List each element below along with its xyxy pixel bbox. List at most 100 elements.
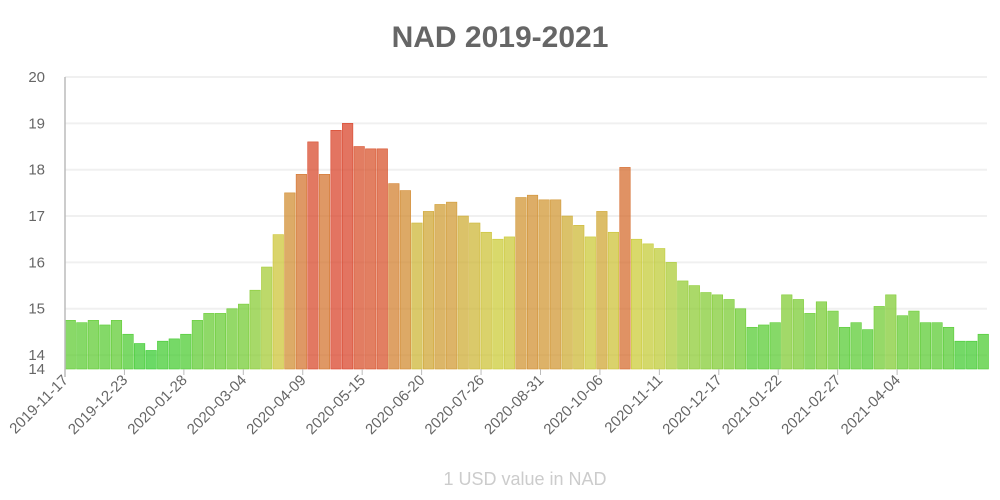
bar [735,308,747,370]
bar [76,322,88,370]
x-tick-label: 2020-06-20 [362,372,428,438]
bar [642,243,654,370]
y-tick-label: 20 [28,69,45,86]
bar [272,234,284,370]
bar [480,231,492,370]
x-tick-label: 2020-07-26 [422,372,488,438]
bar [584,236,596,370]
bar [769,322,781,370]
x-tick-label: 2021-04-04 [838,372,904,438]
x-tick-label: 2020-01-28 [124,372,190,438]
bar [422,211,435,370]
bar [931,322,943,370]
bar [919,322,932,370]
bar [885,294,897,370]
x-axis-label: 1 USD value in NAD [443,469,606,489]
bar [261,266,273,370]
bar [781,294,793,370]
bar [954,340,966,370]
bar [908,310,920,370]
bar [342,123,354,370]
bar [723,299,735,370]
y-tick-label: 18 [28,162,45,179]
y-tick-label: 14 [28,361,45,378]
bar [99,324,111,370]
bar [827,310,839,370]
bar [180,333,192,370]
bar [700,292,712,370]
bar [134,343,146,370]
bar [526,194,539,370]
bar [365,148,377,370]
x-tick-label: 2020-10-06 [540,372,606,438]
bar [896,315,908,370]
bar [654,248,666,370]
bar [943,326,955,370]
bar [561,215,573,370]
bar [214,313,227,370]
bar [850,322,862,370]
bar [515,197,527,370]
bar [503,236,515,370]
bar [977,333,989,370]
bar [630,238,643,370]
bar [677,280,689,370]
y-tick-label: 15 [28,301,45,318]
bar [284,192,296,370]
bar [550,199,562,370]
x-tick-label: 2020-03-04 [184,372,250,438]
bar [469,222,481,370]
bar [538,199,550,370]
bar [492,238,504,370]
bar [191,320,203,370]
bar [330,130,342,370]
bar [238,303,250,370]
x-tick-label: 2021-02-27 [778,372,844,438]
bar [122,333,134,370]
x-tick-label: 2020-11-11 [601,372,666,437]
bar [815,301,828,370]
bar [619,167,631,370]
bar [226,308,238,370]
bar [665,262,677,370]
bar [399,190,411,370]
bar [307,141,319,370]
bar [157,340,169,370]
bar [862,329,874,370]
bar [411,222,423,370]
bar [711,294,723,370]
x-tick-label: 2020-05-15 [303,372,369,438]
x-tick-label: 2021-01-22 [719,372,785,438]
x-tick-label: 2019-12-23 [65,372,131,438]
bar [388,183,400,370]
bar [64,320,76,370]
y-tick-label: 14 [28,347,45,364]
x-tick-label: 2019-11-17 [6,372,71,437]
bar [758,324,770,370]
chart-title: NAD 2019-2021 [392,21,609,54]
bar [966,340,978,370]
bar [596,211,608,370]
x-tick-label: 2020-04-09 [243,372,309,438]
bar [376,148,388,370]
bar [873,306,885,370]
bar [792,299,804,370]
bar [746,326,758,370]
bar [839,326,851,370]
bar [145,350,157,370]
bar [573,225,585,370]
y-tick-label: 19 [28,115,45,132]
bar [607,231,619,370]
bar [110,320,123,370]
bar [353,146,365,370]
bar [457,215,469,370]
bar [249,289,261,370]
bar [318,174,331,370]
x-tick-label: 2020-12-17 [659,372,725,438]
bar [87,320,99,370]
y-tick-label: 16 [28,254,45,271]
bar [203,313,215,370]
x-tick-label: 2020-08-31 [481,372,547,438]
